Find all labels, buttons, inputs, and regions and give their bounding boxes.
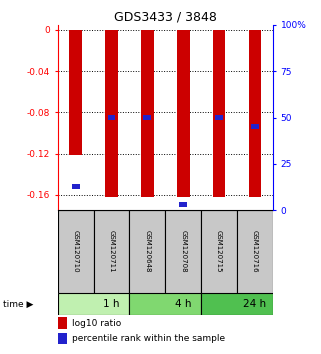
Text: GSM120715: GSM120715 [216, 230, 222, 273]
Bar [213, 30, 225, 197]
Title: GDS3433 / 3848: GDS3433 / 3848 [114, 11, 217, 24]
Bar [177, 30, 189, 197]
Bar [69, 30, 82, 155]
Bar [143, 115, 151, 120]
Bar [58, 333, 67, 344]
Bar [179, 202, 187, 207]
Bar [72, 184, 80, 189]
Text: GSM120648: GSM120648 [144, 230, 151, 273]
Bar [201, 210, 237, 293]
Bar [201, 293, 273, 315]
Text: time ▶: time ▶ [3, 300, 34, 309]
Text: percentile rank within the sample: percentile rank within the sample [72, 335, 225, 343]
Bar [249, 30, 261, 197]
Bar [215, 115, 223, 120]
Bar [58, 318, 67, 329]
Text: 4 h: 4 h [175, 299, 192, 309]
Bar [237, 210, 273, 293]
Text: GSM120716: GSM120716 [252, 230, 258, 273]
Bar [141, 30, 154, 197]
Text: log10 ratio: log10 ratio [72, 319, 121, 327]
Text: GSM120710: GSM120710 [73, 230, 79, 273]
Bar [58, 293, 129, 315]
Bar [251, 124, 259, 129]
Bar [105, 30, 118, 197]
Text: GSM120711: GSM120711 [108, 230, 115, 273]
Bar [129, 293, 201, 315]
Bar [129, 210, 165, 293]
Bar [165, 210, 201, 293]
Bar [94, 210, 129, 293]
Text: 1 h: 1 h [103, 299, 120, 309]
Text: 24 h: 24 h [243, 299, 266, 309]
Text: GSM120708: GSM120708 [180, 230, 186, 273]
Bar [58, 210, 94, 293]
Bar [108, 115, 116, 120]
